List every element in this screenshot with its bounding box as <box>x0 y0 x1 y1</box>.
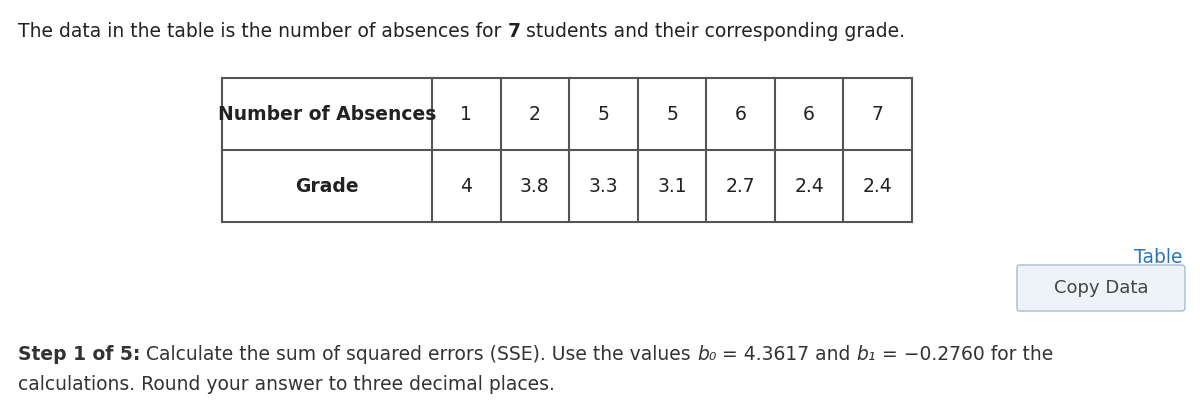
Text: b₁: b₁ <box>857 345 876 364</box>
Text: students and their corresponding grade.: students and their corresponding grade. <box>521 22 905 41</box>
Text: Number of Absences: Number of Absences <box>218 105 436 123</box>
Text: b₀: b₀ <box>697 345 716 364</box>
Text: = −0.2760 for the: = −0.2760 for the <box>876 345 1054 364</box>
Text: 2.4: 2.4 <box>794 176 824 195</box>
Text: 5: 5 <box>598 105 610 123</box>
Text: calculations. Round your answer to three decimal places.: calculations. Round your answer to three… <box>18 375 554 394</box>
Text: 5: 5 <box>666 105 678 123</box>
Text: Copy Data: Copy Data <box>1054 279 1148 297</box>
Text: = 4.3617 and: = 4.3617 and <box>716 345 857 364</box>
Text: 4: 4 <box>461 176 473 195</box>
Text: The data in the table is the number of absences for: The data in the table is the number of a… <box>18 22 508 41</box>
FancyBboxPatch shape <box>1018 265 1186 311</box>
Text: 1: 1 <box>461 105 473 123</box>
Text: Table: Table <box>1134 248 1182 267</box>
Text: Grade: Grade <box>295 176 359 195</box>
Text: 6: 6 <box>734 105 746 123</box>
Text: 6: 6 <box>803 105 815 123</box>
Text: 7: 7 <box>508 22 521 41</box>
Text: Calculate the sum of squared errors (SSE). Use the values: Calculate the sum of squared errors (SSE… <box>140 345 697 364</box>
Text: 3.8: 3.8 <box>520 176 550 195</box>
Text: Step 1 of 5:: Step 1 of 5: <box>18 345 140 364</box>
Text: 7: 7 <box>871 105 883 123</box>
Text: 3.1: 3.1 <box>658 176 686 195</box>
Text: 2.7: 2.7 <box>726 176 755 195</box>
Text: 3.3: 3.3 <box>589 176 618 195</box>
Text: 2: 2 <box>529 105 541 123</box>
Text: 2.4: 2.4 <box>863 176 893 195</box>
